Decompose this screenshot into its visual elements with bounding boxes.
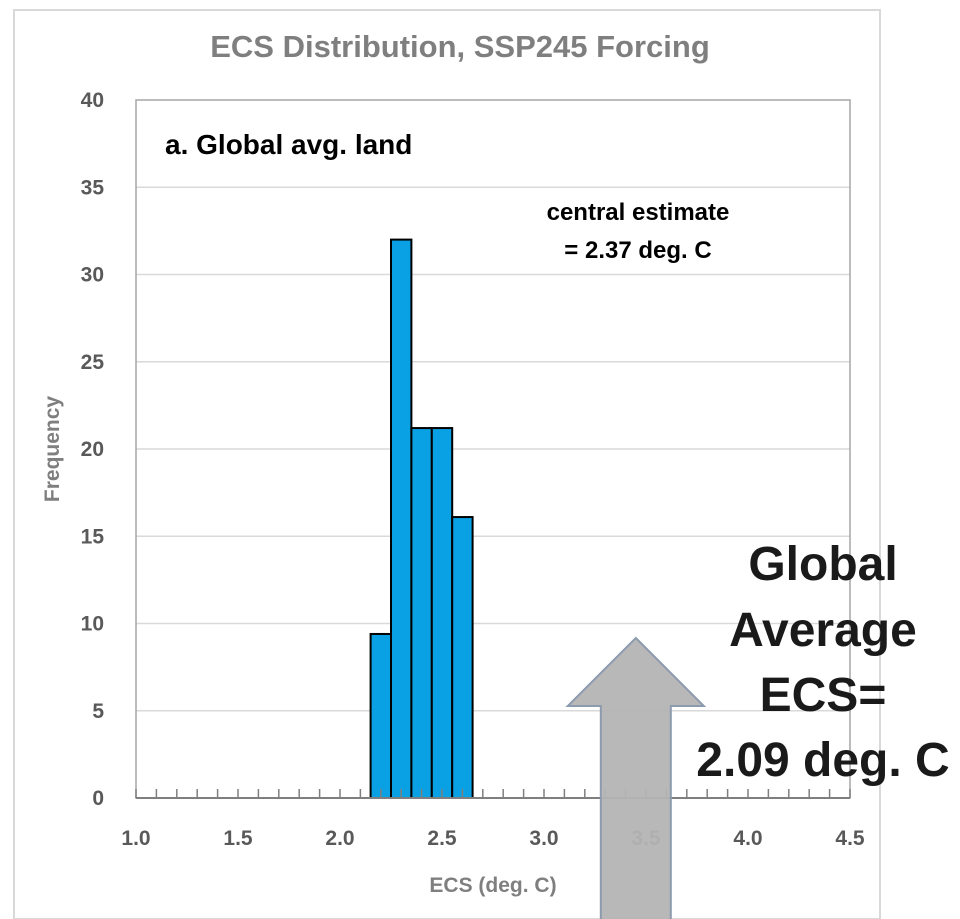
x-tick-label: 1.0 xyxy=(121,827,150,850)
global-average-ecs-text: Global xyxy=(748,538,897,591)
x-tick-label: 4.0 xyxy=(733,827,762,850)
central-estimate-line2: = 2.37 deg. C xyxy=(564,237,711,264)
y-axis: 0 5 10 15 20 25 30 35 40 xyxy=(81,89,105,810)
global-average-ecs-text: Average xyxy=(729,604,917,657)
y-tick-label: 20 xyxy=(81,438,104,461)
global-average-ecs-text: ECS= xyxy=(760,669,887,722)
up-arrow-shape xyxy=(565,636,707,919)
histogram-bar xyxy=(410,427,433,799)
x-tick-label: 1.5 xyxy=(223,827,253,850)
x-tick-label: 2.5 xyxy=(427,827,457,850)
histogram-bar xyxy=(430,427,454,799)
x-tick-label: 2.0 xyxy=(325,827,354,850)
gridlines xyxy=(136,186,850,712)
x-tick-label: 3.0 xyxy=(529,827,558,850)
global-average-ecs-text: 2.09 deg. C xyxy=(696,734,949,787)
y-tick-label: 40 xyxy=(81,89,104,112)
y-tick-label: 35 xyxy=(81,176,105,199)
central-estimate-line1: central estimate xyxy=(547,199,730,226)
y-tick-label: 5 xyxy=(92,700,104,723)
y-tick-label: 10 xyxy=(81,613,104,636)
y-tick-label: 30 xyxy=(81,264,104,287)
y-tick-label: 15 xyxy=(81,525,105,548)
y-axis-label: Frequency xyxy=(41,396,64,503)
histogram-bar xyxy=(369,632,393,799)
panel-label: a. Global avg. land xyxy=(165,129,412,160)
histogram-bar xyxy=(390,238,413,800)
x-tick-label: 4.5 xyxy=(835,827,865,850)
y-tick-label: 0 xyxy=(92,787,104,810)
x-axis-label: ECS (deg. C) xyxy=(429,874,556,897)
x-axis: 1.01.52.02.53.03.54.04.5 xyxy=(121,789,865,850)
y-tick-label: 25 xyxy=(81,351,105,374)
histogram-bar xyxy=(451,516,474,799)
chart-title: ECS Distribution, SSP245 Forcing xyxy=(210,29,710,64)
global-average-overlay: Global Average ECS= 2.09 deg. C xyxy=(696,538,949,787)
